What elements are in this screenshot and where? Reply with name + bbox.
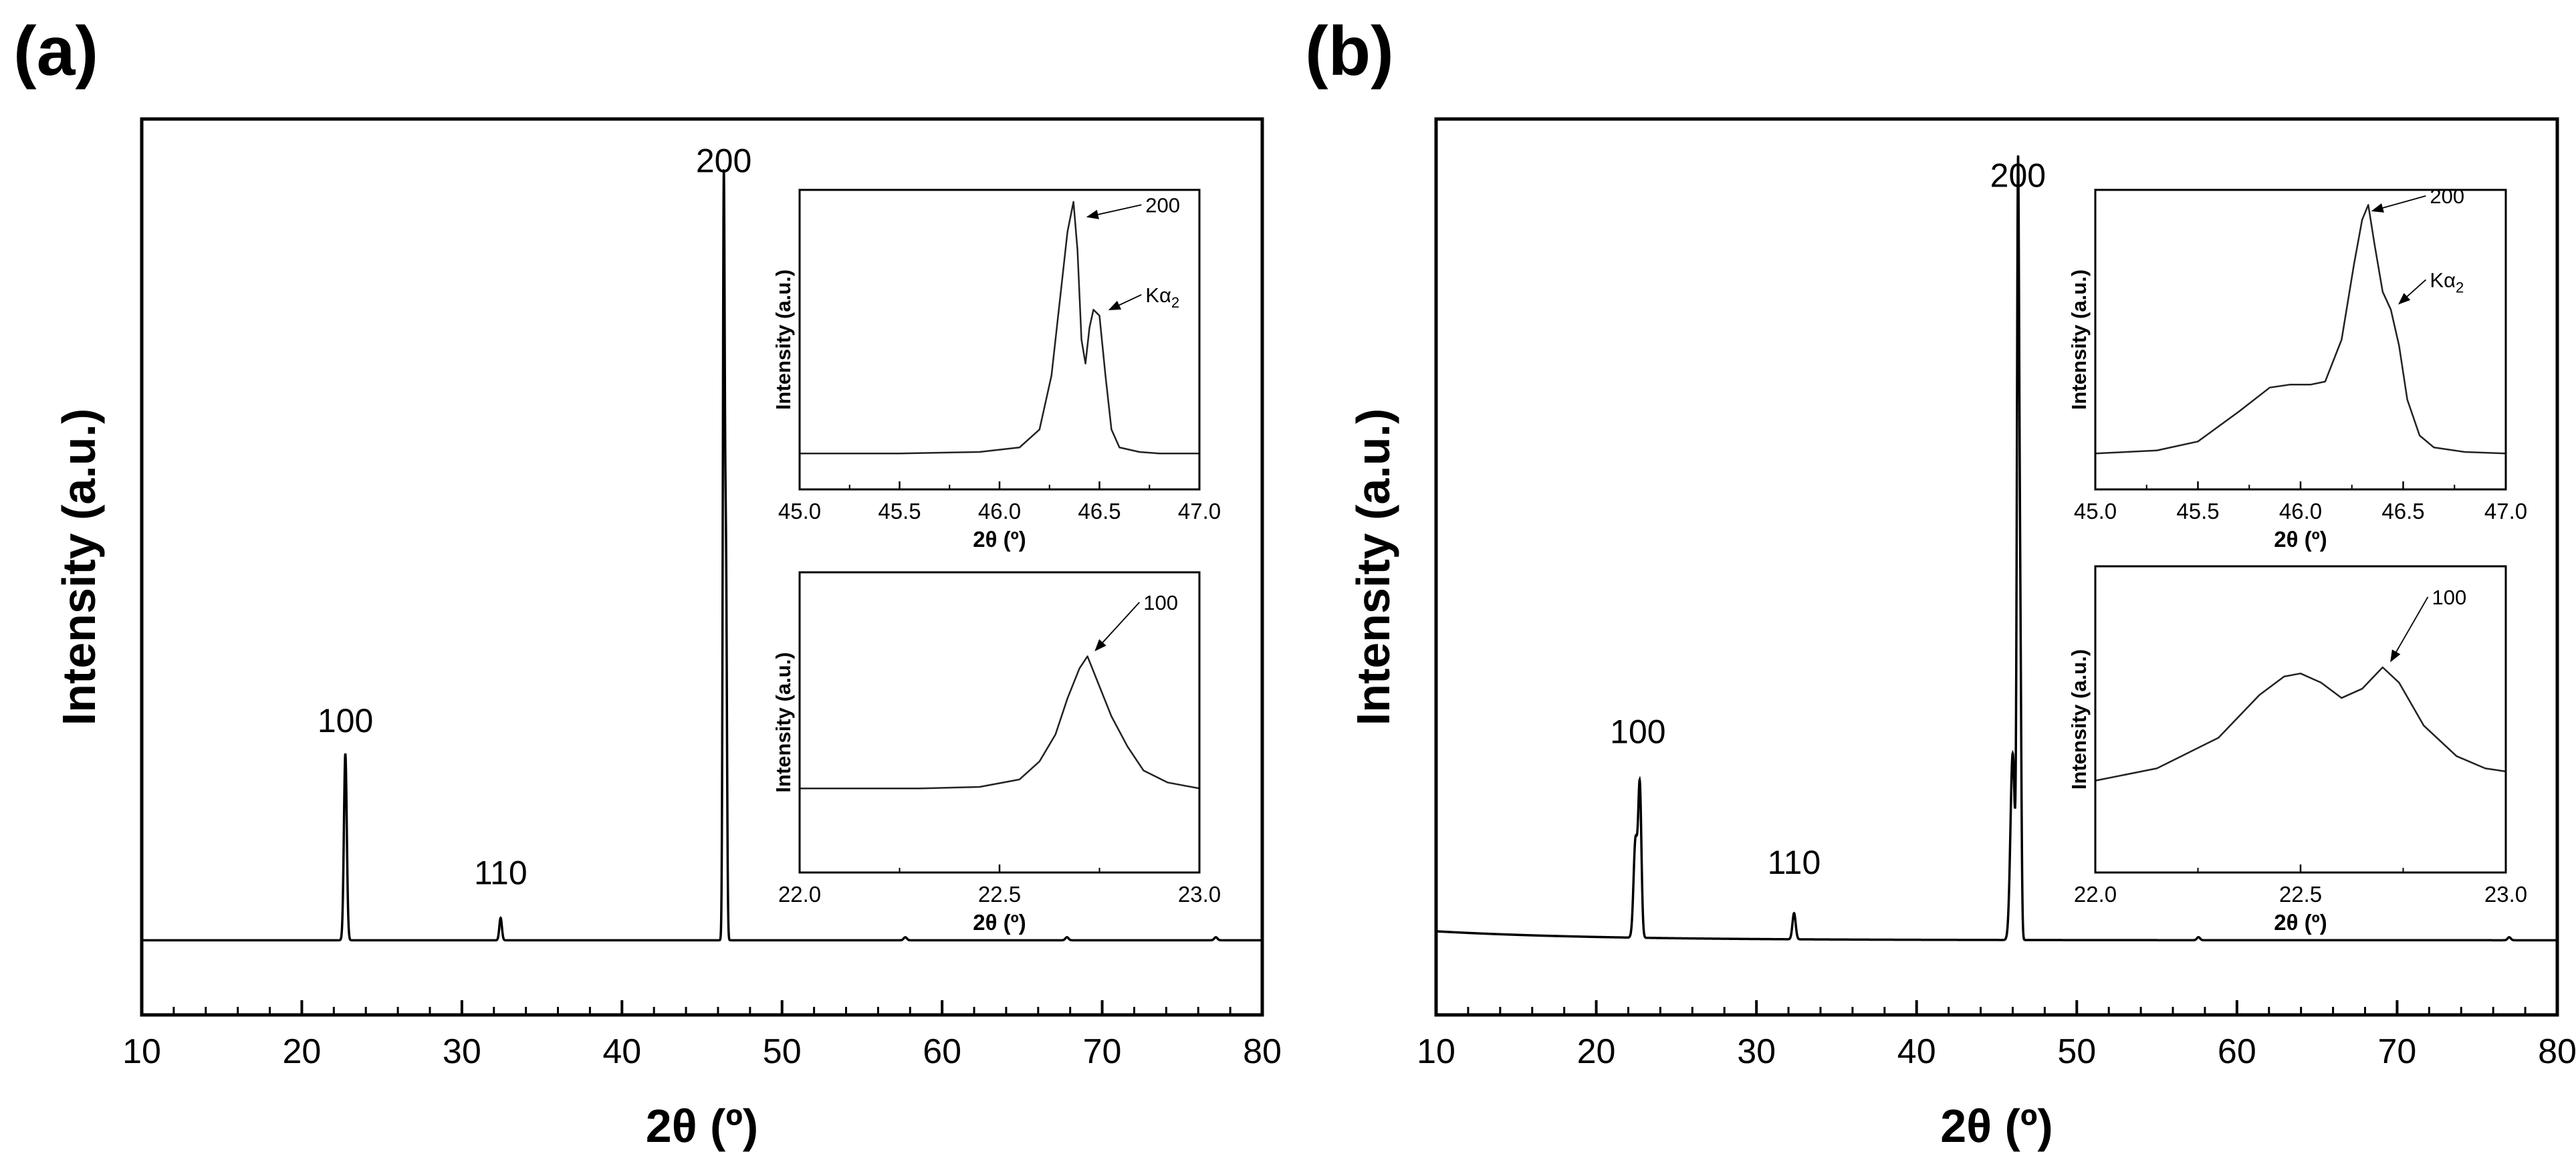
inset-y-axis-label: Intensity (a.u.) [2067,269,2091,410]
x-tick-label: 40 [1897,1032,1936,1071]
peak-label-100: 100 [1610,713,1665,751]
inset-trace-line [800,655,1200,790]
inset-x-tick-label: 22.5 [978,882,1021,907]
x-tick-label: 10 [1417,1032,1455,1071]
inset-peak-label: 200 [1145,193,1180,217]
y-axis-label: Intensity (a.u.) [1347,409,1399,725]
inset-x-tick-label: 46.0 [978,499,1021,523]
inset-trace-line [800,201,1199,455]
inset-x-tick-label: 46.5 [2381,499,2424,523]
x-tick-label: 80 [1243,1032,1282,1071]
xrd-trace-line [1435,155,2557,942]
inset-peak-label: 100 [1143,591,1178,614]
inset-frame [2094,565,2507,874]
inset-arrow [1086,204,1142,219]
inset-frame [2094,189,2507,491]
x-tick-label: 10 [122,1032,161,1071]
y-axis-label: Intensity (a.u.) [53,409,105,725]
x-tick-label: 80 [2538,1032,2576,1071]
x-tick-label: 70 [1083,1032,1122,1071]
x-tick-label: 40 [602,1032,641,1071]
inset-y-axis-label: Intensity (a.u.) [772,652,795,792]
inset-x-tick-label: 46.5 [1078,499,1121,523]
inset-arrow [1094,602,1140,652]
x-tick-label: 60 [923,1032,961,1071]
x-axis-label: 2θ (º) [1940,1100,2053,1152]
inset-x-axis-label: 2θ (º) [973,910,1026,935]
x-tick-label: 50 [763,1032,802,1071]
plot-frame [140,117,1264,1017]
xrd-trace-line [142,169,1262,942]
inset-x-tick-label: 23.0 [2484,882,2527,907]
x-tick-label: 50 [2057,1032,2096,1071]
inset-arrow [2390,596,2429,663]
inset-x-axis-label: 2θ (º) [2274,527,2327,552]
inset-x-tick-label: 45.5 [878,499,921,523]
peak-label-110: 110 [1768,844,1821,881]
inset-frame [798,571,1201,874]
x-tick-label: 30 [443,1032,481,1071]
inset-x-tick-label: 47.0 [2484,499,2527,523]
x-tick-label: 20 [1577,1032,1616,1071]
inset-peak-label: Kα2 [1145,283,1179,311]
panel-b-chart: 10 20 30 40 50 60 70 80 2θ (º) Intensity (a.u.) 10… [1347,117,2576,1152]
inset-x-tick-label: 45.0 [778,499,821,523]
inset-x-tick-label: 22.5 [2279,882,2322,907]
inset-arrow [1108,294,1142,311]
inset-y-axis-label: Intensity (a.u.) [2067,649,2091,790]
inset-arrow [2371,195,2426,213]
x-tick-label: 60 [2218,1032,2256,1071]
x-tick-label: 20 [283,1032,322,1071]
panel-label-b: (b) [1305,13,1394,90]
inset-x-tick-label: 45.5 [2176,499,2219,523]
peak-label-200: 200 [696,142,751,179]
panel-a-chart: 10 20 30 40 50 60 70 80 2θ (º) Intensity (a.u.) 10… [53,117,1282,1152]
inset-peak-label: Kα2 [2430,268,2464,296]
inset-peak-label: 100 [2432,586,2466,609]
inset-x-axis-label: 2θ (º) [2274,910,2327,935]
inset-trace-line [2095,204,2506,455]
inset-x-tick-label: 45.0 [2074,499,2117,523]
inset-x-tick-label: 23.0 [1178,882,1221,907]
inset-arrow [2398,279,2427,305]
x-axis-label: 2θ (º) [646,1100,758,1152]
inset-x-tick-label: 47.0 [1178,499,1221,523]
peak-label-100: 100 [318,702,373,739]
peak-label-110: 110 [474,854,528,892]
inset-y-axis-label: Intensity (a.u.) [772,269,795,410]
inset-peak-label: 200 [2430,185,2464,208]
x-tick-label: 70 [2378,1032,2417,1071]
inset-x-tick-label: 22.0 [778,882,821,907]
panel-label-a: (a) [13,13,98,90]
inset-x-axis-label: 2θ (º) [973,527,1026,552]
inset-x-tick-label: 22.0 [2074,882,2117,907]
inset-x-tick-label: 46.0 [2279,499,2322,523]
inset-frame [798,189,1201,491]
inset-trace-line [2095,666,2506,782]
plot-frame [1434,117,2559,1017]
peak-label-200: 200 [1990,157,2046,195]
x-tick-label: 30 [1737,1032,1776,1071]
